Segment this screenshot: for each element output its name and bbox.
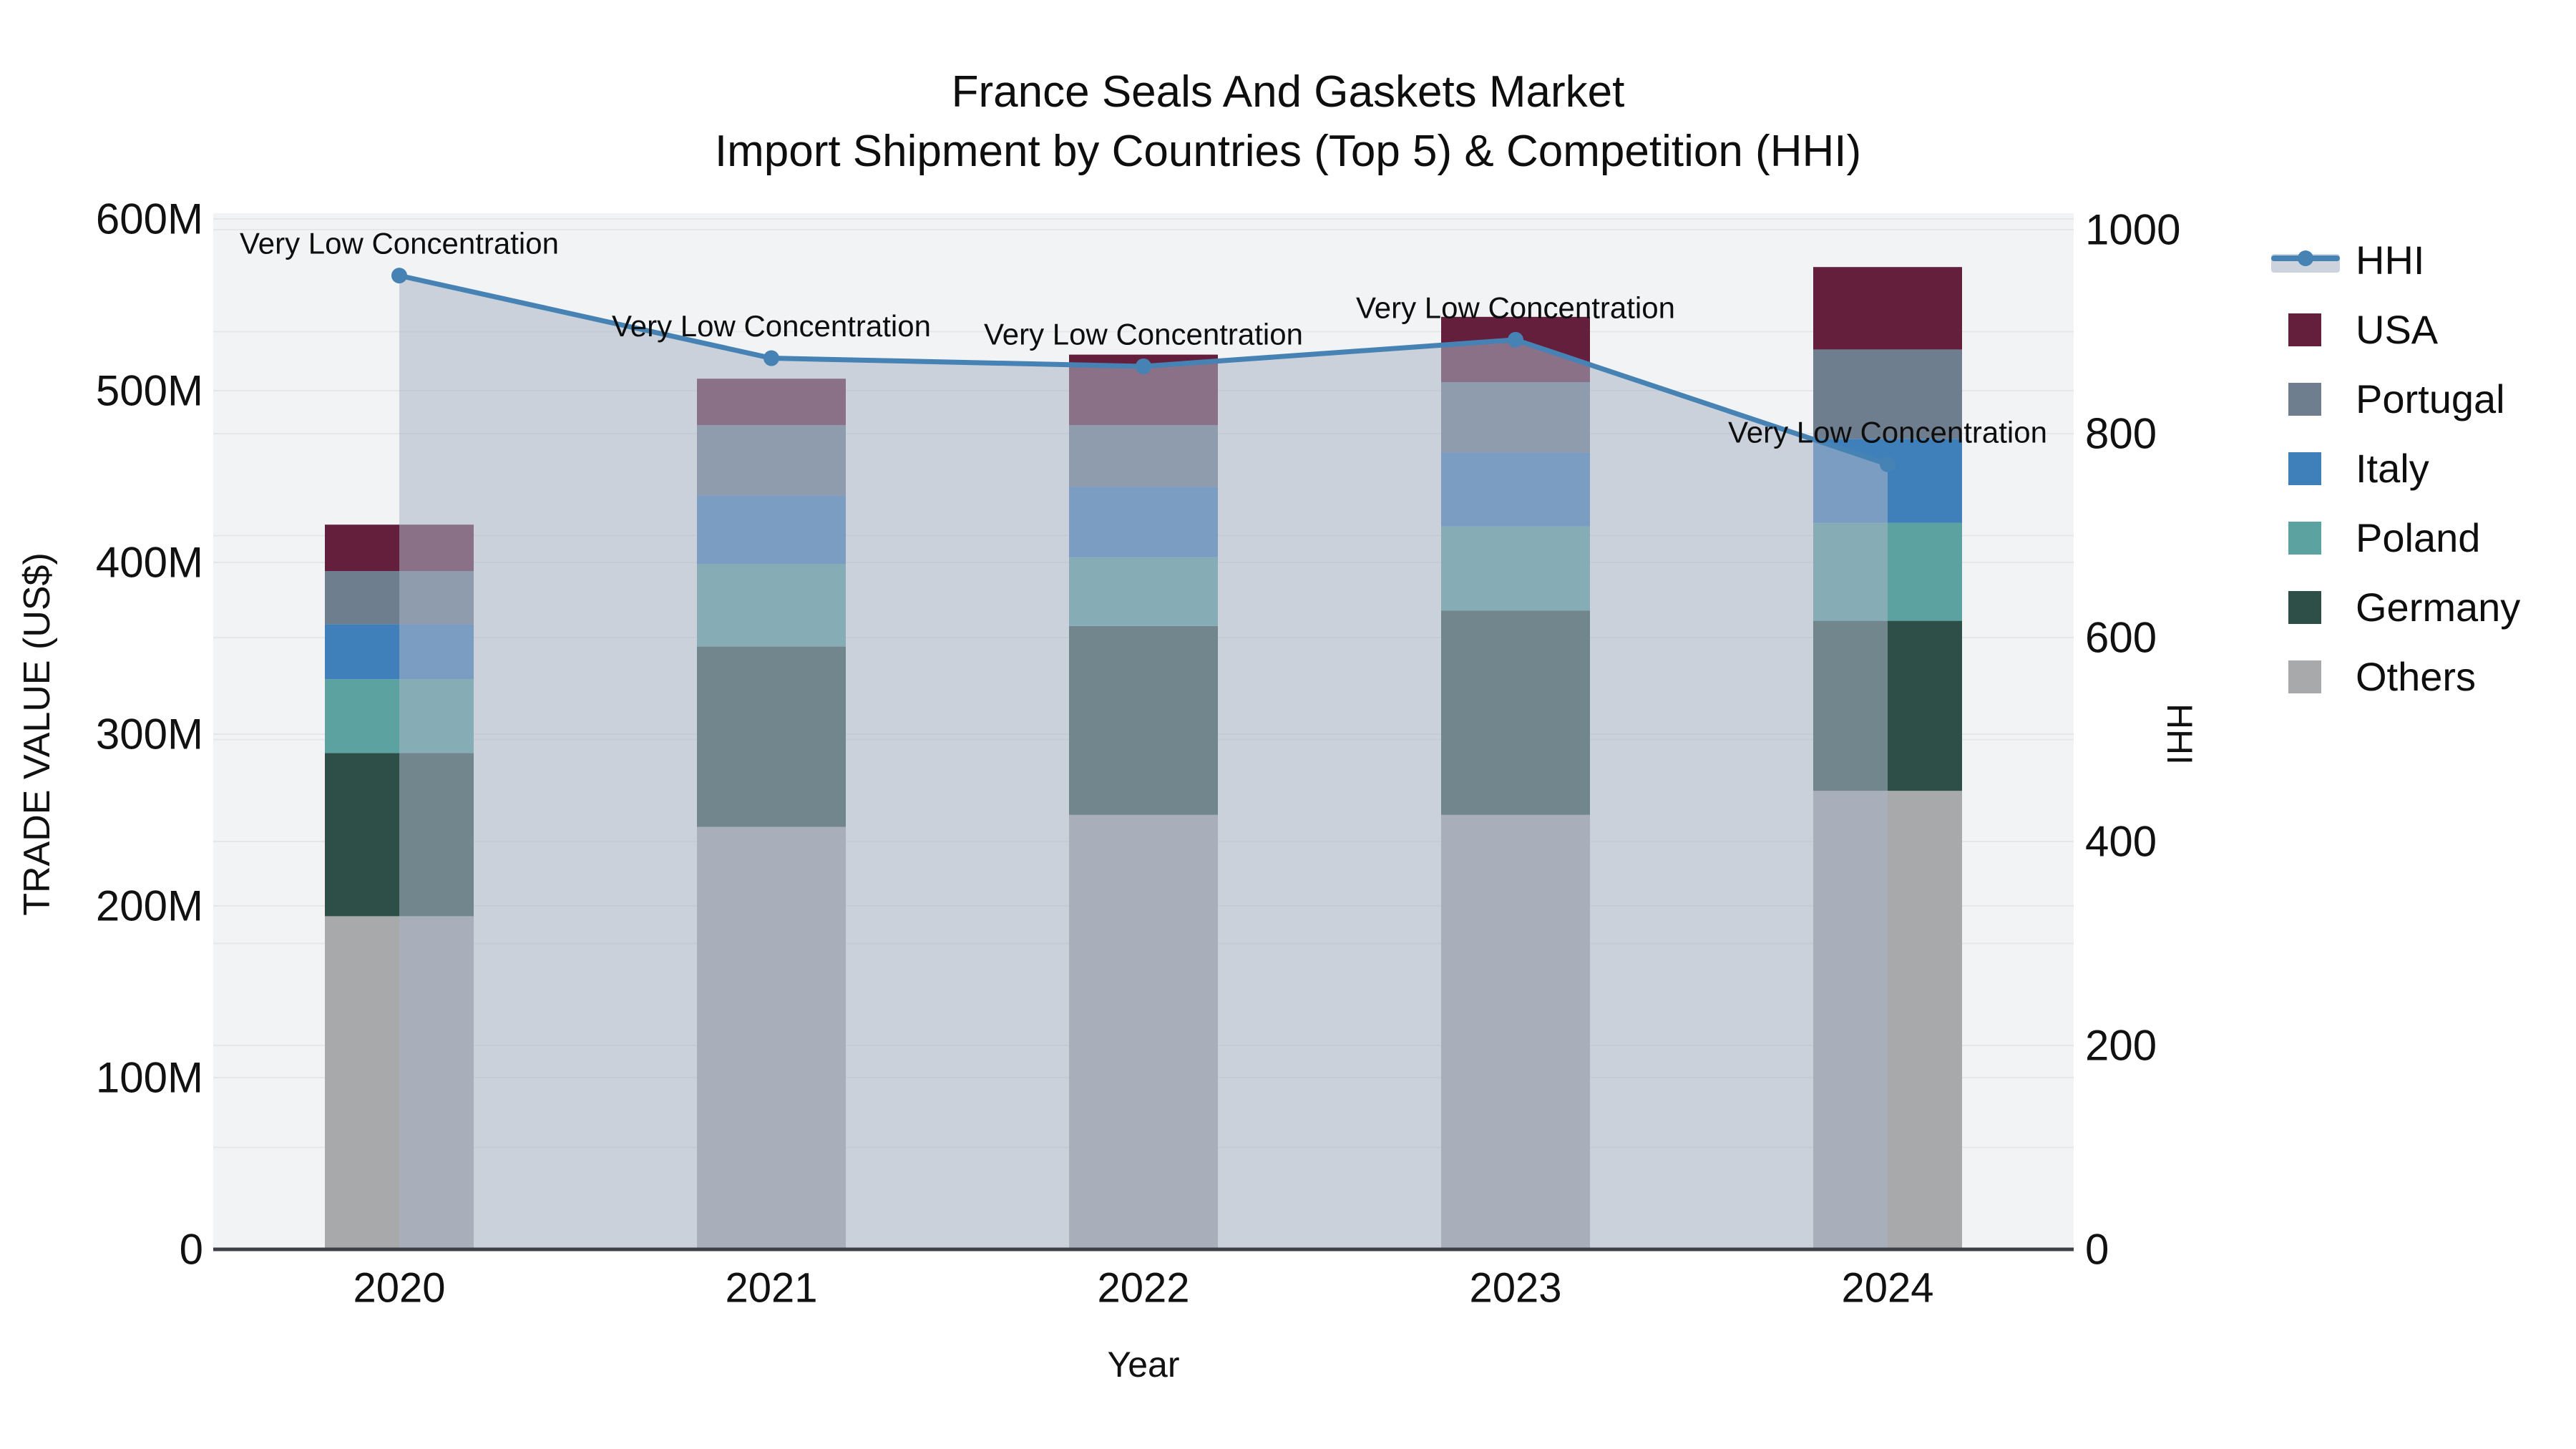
right-axis-tick-label: 1000 <box>2085 206 2180 254</box>
hhi-area-fill <box>399 275 1888 1249</box>
left-axis-tick-label: 300M <box>96 711 203 758</box>
annotation-2020: Very Low Concentration <box>240 227 559 260</box>
hhi-marker-2022[interactable] <box>1136 358 1151 374</box>
annotation-2022: Very Low Concentration <box>984 317 1303 351</box>
x-axis-title: Year <box>1107 1345 1179 1385</box>
left-axis-tick-label: 100M <box>96 1054 203 1102</box>
legend-item-others[interactable]: Others <box>2270 642 2520 711</box>
legend-item-portugal[interactable]: Portugal <box>2270 364 2520 434</box>
legend-label: USA <box>2356 307 2439 352</box>
bar-segment-portugal-2024[interactable] <box>1813 349 1962 439</box>
left-axis-tick-label: 0 <box>180 1226 203 1274</box>
hhi-marker-2023[interactable] <box>1508 331 1523 348</box>
legend-label: Italy <box>2356 446 2429 491</box>
legend-label: HHI <box>2356 238 2425 283</box>
hhi-marker-2020[interactable] <box>391 268 407 284</box>
right-axis-tick-label: 0 <box>2085 1226 2109 1274</box>
chart-title-line2: Import Shipment by Countries (Top 5) & C… <box>714 127 1862 176</box>
left-axis-tick-label: 500M <box>96 367 203 415</box>
x-axis-tick-label-2020: 2020 <box>353 1265 445 1312</box>
y-axis-title: TRADE VALUE (US$) <box>16 552 58 916</box>
x-axis-tick-label-2022: 2022 <box>1097 1265 1189 1312</box>
legend-swatch-icon <box>2270 382 2344 416</box>
chart-title-line1: France Seals And Gaskets Market <box>951 67 1625 117</box>
annotation-2024: Very Low Concentration <box>1728 415 2047 449</box>
right-axis-tick-label: 200 <box>2085 1022 2157 1070</box>
legend-swatch-icon <box>2270 590 2344 624</box>
right-axis-tick-label: 800 <box>2085 410 2157 458</box>
x-axis-tick-label-2024: 2024 <box>1841 1265 1933 1312</box>
legend-item-germany[interactable]: Germany <box>2270 572 2520 642</box>
legend-item-hhi[interactable]: HHI <box>2270 225 2520 295</box>
left-axis-tick-label: 400M <box>96 539 203 587</box>
annotation-2023: Very Low Concentration <box>1356 291 1675 324</box>
right-axis-tick-label: 600 <box>2085 614 2157 662</box>
legend-swatch-icon <box>2270 313 2344 346</box>
x-axis-tick-label-2023: 2023 <box>1469 1265 1561 1312</box>
right-axis-title: HHI <box>2160 703 2200 765</box>
legend-item-poland[interactable]: Poland <box>2270 503 2520 572</box>
legend-item-italy[interactable]: Italy <box>2270 434 2520 503</box>
legend-label: Others <box>2356 654 2477 699</box>
hhi-marker-2021[interactable] <box>763 350 779 366</box>
legend-label: Poland <box>2356 515 2481 560</box>
legend-swatch-icon <box>2270 660 2344 693</box>
legend-swatch-icon <box>2270 521 2344 555</box>
hhi-marker-2024[interactable] <box>1880 456 1896 472</box>
left-axis-tick-label: 600M <box>96 195 203 243</box>
legend-label: Portugal <box>2356 376 2505 421</box>
x-axis-tick-label-2021: 2021 <box>725 1265 817 1312</box>
legend-swatch-icon <box>2270 452 2344 485</box>
hhi-line-legend-icon <box>2270 244 2344 277</box>
legend-item-usa[interactable]: USA <box>2270 295 2520 364</box>
legend-label: Germany <box>2356 585 2521 630</box>
right-axis-tick-label: 400 <box>2085 818 2157 866</box>
chart-legend: HHI USA Portugal Italy Poland Germany Others <box>2270 225 2520 711</box>
annotation-2021: Very Low Concentration <box>612 309 931 343</box>
left-axis-tick-label: 200M <box>96 882 203 930</box>
bar-segment-usa-2024[interactable] <box>1813 267 1962 350</box>
